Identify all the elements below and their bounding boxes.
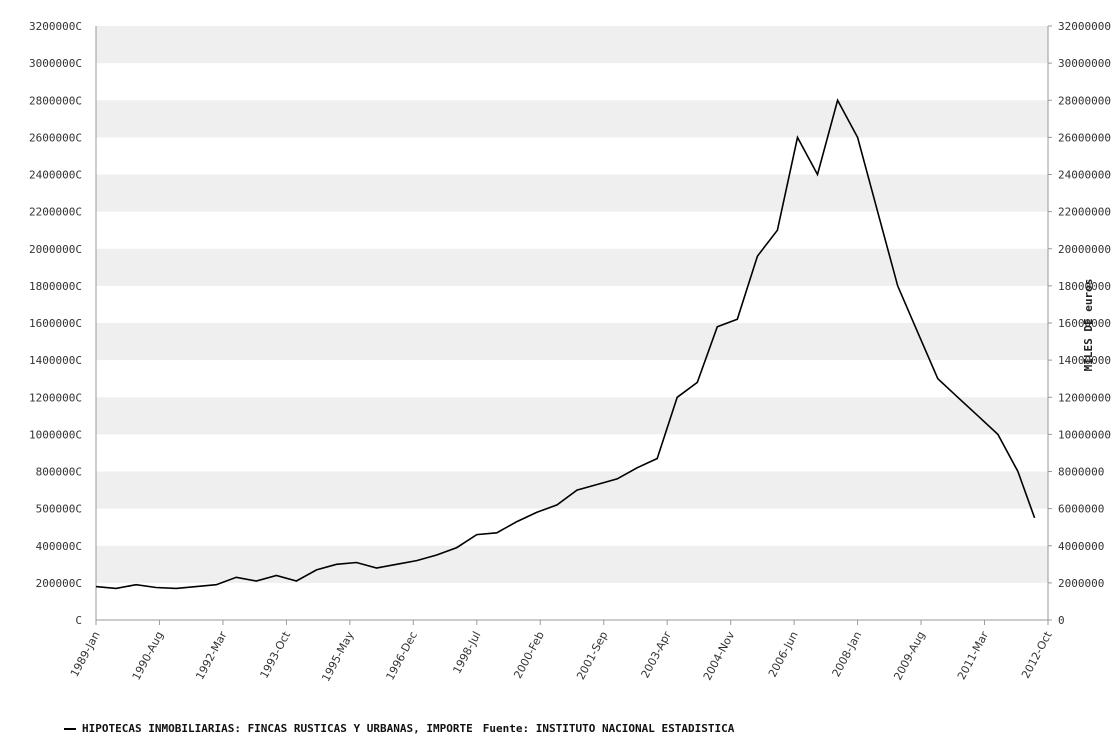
y-tick-label-left: 2600000C: [29, 131, 82, 144]
x-tick-label: 1990-Aug: [130, 629, 166, 682]
grid-band: [96, 471, 1048, 509]
grid-band: [96, 26, 1048, 64]
x-tick-label: 1995-May: [319, 629, 356, 684]
y-tick-label-right: 6000000: [1058, 503, 1104, 516]
y-tick-label-left: C: [75, 614, 82, 627]
x-tick-label: 2001-Sep: [574, 629, 610, 682]
y-tick-label-right: 4000000: [1058, 540, 1104, 553]
x-tick-label: 1996-Dec: [384, 629, 420, 682]
series-line: [95, 98, 1036, 590]
y-tick-label-left: 3000000C: [29, 57, 82, 70]
y-tick-label-right: 26000000: [1058, 131, 1111, 144]
y-axis-left: C 200000C 400000C 500000C 800000C 1000000C 120…: [29, 20, 82, 627]
grid-band: [96, 397, 1048, 435]
x-tick-label: 1993-Oct: [257, 629, 293, 681]
y-tick-label-left: 1600000C: [29, 317, 82, 330]
x-tick-label: 2003-Apr: [639, 629, 675, 680]
grid-band: [96, 323, 1048, 361]
x-tick-label: 2012-Oct: [1019, 629, 1055, 681]
x-axis: 1989-Jan 1990-Aug 1992-Mar 1993-Oct 1995-May…: [68, 620, 1055, 684]
y-tick-label-right: 12000000: [1058, 391, 1111, 404]
y-tick-label-left: 1800000C: [29, 280, 82, 293]
y-tick-label-left: 2200000C: [29, 206, 82, 219]
grid-band: [96, 248, 1048, 286]
y-tick-label-left: 3200000C: [29, 20, 82, 33]
y-tick-label-left: 1000000C: [29, 428, 82, 441]
y-tick-label-left: 500000C: [36, 503, 82, 516]
grid-band: [96, 545, 1048, 583]
x-tick-label: 2000-Feb: [511, 629, 547, 681]
x-tick-label: 2011-Mar: [955, 629, 991, 682]
y-axis-right: 0 2000000 4000000 6000000 8000000 10000000 120…: [1048, 20, 1111, 627]
y-tick-label-left: 1200000C: [29, 391, 82, 404]
y-tick-label-right: 8000000: [1058, 466, 1104, 479]
grid-band: [96, 174, 1048, 212]
y-tick-label-left: 400000C: [36, 540, 82, 553]
x-tick-label: 2008-Jan: [830, 629, 865, 679]
y-tick-label-left: 800000C: [36, 466, 82, 479]
legend: HIPOTECAS INMOBILIARIAS: FINCAS RUSTICAS…: [64, 722, 734, 738]
x-tick-label: 2004-Nov: [701, 629, 738, 683]
x-tick-label: 2006-Jun: [766, 629, 801, 679]
y-tick-label-right: 32000000: [1058, 20, 1111, 33]
y-tick-label-right: 22000000: [1058, 206, 1111, 219]
y-tick-label-right: 0: [1058, 614, 1065, 627]
y-tick-label-left: 1400000C: [29, 354, 82, 367]
y-tick-label-left: 2400000C: [29, 169, 82, 182]
x-tick-label: 1992-Mar: [193, 629, 229, 682]
legend-series-name: HIPOTECAS INMOBILIARIAS: FINCAS RUSTICAS…: [82, 722, 473, 735]
y-tick-label-right: 20000000: [1058, 243, 1111, 256]
y-tick-label-left: 2000000C: [29, 243, 82, 256]
grid-band: [96, 100, 1048, 138]
y-tick-label-right: 28000000: [1058, 94, 1111, 107]
x-tick-label: 1989-Jan: [68, 629, 103, 679]
chart-source: Fuente: INSTITUTO NACIONAL ESTADISTICA: [482, 722, 735, 735]
y-tick-label-left: 2800000C: [29, 94, 82, 107]
y-tick-label-right: 10000000: [1058, 428, 1111, 441]
y-tick-label-right: 30000000: [1058, 57, 1111, 70]
y-axis-label: MILES DE euros: [1082, 279, 1095, 372]
y-tick-label-right: 16000000: [1058, 317, 1111, 330]
x-tick-label: 2009-Aug: [891, 629, 927, 682]
y-tick-label-right: 2000000: [1058, 577, 1104, 590]
y-tick-label-right: 14000000: [1058, 354, 1111, 367]
y-tick-label-left: 200000C: [36, 577, 82, 590]
y-tick-label-right: 24000000: [1058, 169, 1111, 182]
y-tick-label-right: 18000000: [1058, 280, 1111, 293]
x-tick-label: 1998-Jul: [450, 629, 483, 676]
legend-swatch: [64, 728, 76, 730]
